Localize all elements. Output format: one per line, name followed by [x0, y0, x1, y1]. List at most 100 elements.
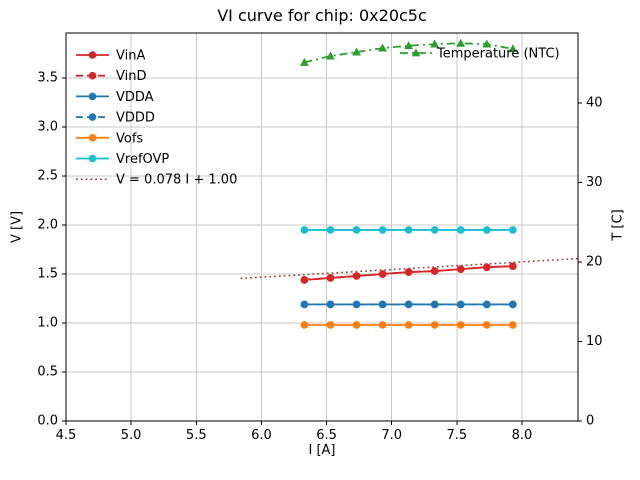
triangle-marker [404, 41, 414, 50]
circle-marker [430, 300, 439, 309]
tick-label: 0.5 [37, 365, 58, 380]
circle-marker [456, 300, 465, 309]
tick-label: 30 [586, 175, 603, 190]
circle-marker [430, 321, 439, 329]
y-axis-label-right: T [C] [610, 209, 626, 241]
tick-label: 2.5 [37, 169, 58, 184]
circle-marker [509, 321, 517, 329]
circle-marker [509, 226, 517, 234]
circle-marker [483, 263, 491, 271]
legend-marker [88, 154, 97, 163]
circle-marker [352, 321, 361, 329]
tick-label: 3.5 [37, 71, 58, 86]
tick-label: Temperature (NTC) [436, 47, 560, 62]
tick-label: VDDD [116, 111, 155, 126]
chart-title: VI curve for chip: 0x20c5c [217, 6, 427, 25]
tick-label: Vofs [116, 131, 143, 146]
triangle-marker [430, 39, 440, 48]
circle-marker [300, 300, 309, 309]
tick-label: VrefOVP [116, 152, 169, 167]
circle-marker [378, 270, 387, 278]
circle-marker [456, 226, 465, 234]
spines [65, 32, 579, 422]
tick-label: 1.5 [37, 267, 58, 282]
circle-marker [430, 267, 439, 275]
tick-label: 7.5 [446, 428, 467, 443]
circle-marker [326, 321, 335, 329]
circle-marker [404, 268, 413, 276]
series-vofs [300, 321, 517, 329]
tick-label: 6.5 [316, 428, 337, 443]
legend-right: Temperature (NTC) [400, 47, 560, 62]
legend-marker [88, 92, 97, 101]
circle-marker [509, 262, 517, 270]
tick-label: V = 0.078 I + 1.00 [116, 173, 237, 188]
triangle-marker [508, 44, 518, 53]
tick-label: 4.5 [56, 428, 77, 443]
tick-label: 3.0 [37, 120, 58, 135]
tick-label: 1.0 [37, 316, 58, 331]
circle-marker [430, 226, 439, 234]
circle-marker [326, 274, 335, 282]
x-ticks: 4.5 5.0 5.5 6.0 6.5 7.0 7.5 8.0 [56, 421, 533, 443]
tick-label: VinA [116, 49, 145, 64]
circle-marker [300, 321, 309, 329]
y-ticks-left: 0.0 0.5 1.0 1.5 2.0 2.5 3.0 3.5 [37, 71, 66, 429]
tick-label: 0.0 [37, 414, 58, 429]
circle-marker [378, 321, 387, 329]
tick-label: 40 [586, 95, 603, 110]
triangle-marker [378, 43, 387, 52]
y-ticks-right: 0 10 20 30 40 [578, 95, 603, 429]
circle-marker [456, 321, 465, 329]
circle-marker [326, 226, 335, 234]
circle-marker [378, 226, 387, 234]
circle-marker [483, 226, 491, 234]
tick-label: 5.5 [186, 428, 207, 443]
series-temperature [300, 38, 518, 66]
circle-marker [300, 226, 309, 234]
tick-label: 20 [586, 254, 603, 269]
y-axis-label-left: V [V] [9, 210, 25, 244]
series-vrefovp [300, 226, 517, 234]
triangle-marker [300, 57, 309, 66]
circle-marker [483, 300, 491, 309]
grid [65, 33, 578, 422]
axes-spines [65, 32, 579, 422]
circle-marker [404, 226, 413, 234]
series-vind [300, 262, 517, 284]
legend-left: VinA VinD VDDA VDDD Vofs VrefOVP V = 0.078 I +… [76, 49, 237, 188]
legend-marker [88, 113, 97, 121]
circle-marker [378, 300, 387, 309]
triangle-marker [326, 51, 335, 60]
x-axis-label: I [A] [308, 443, 336, 458]
tick-label: VinD [116, 69, 146, 84]
circle-marker [352, 226, 361, 234]
tick-label: 2.0 [37, 218, 58, 233]
circle-marker [352, 300, 361, 309]
circle-marker [404, 300, 413, 309]
legend-marker [88, 71, 97, 80]
tick-label: 8.0 [512, 428, 533, 443]
circle-marker [300, 276, 309, 284]
tick-label: 5.0 [121, 428, 142, 443]
circle-marker [509, 300, 517, 309]
tick-label: VDDA [116, 90, 154, 105]
circle-marker [352, 272, 361, 280]
tick-label: 6.0 [251, 428, 272, 443]
circle-marker [326, 300, 335, 309]
tick-label: 0 [586, 414, 594, 429]
legend-marker [88, 51, 97, 59]
triangle-marker [411, 48, 421, 57]
legend-marker [88, 134, 97, 142]
circle-marker [483, 321, 491, 329]
circle-marker [456, 265, 465, 273]
triangle-marker [482, 39, 492, 48]
tick-label: 7.0 [381, 428, 402, 443]
series-vddd [300, 300, 517, 309]
tick-label: 10 [586, 334, 603, 349]
triangle-marker [352, 47, 361, 56]
circle-marker [404, 321, 413, 329]
triangle-marker [456, 38, 466, 47]
